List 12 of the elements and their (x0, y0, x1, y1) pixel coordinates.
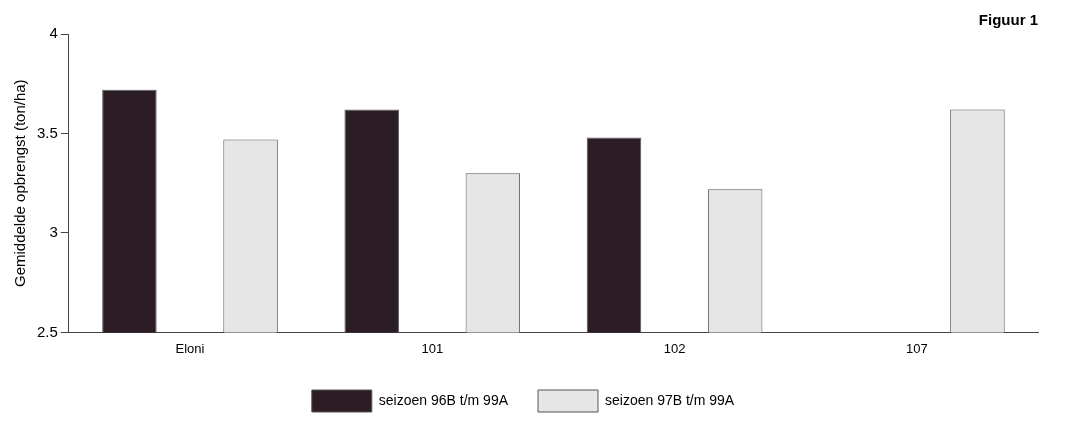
chart-title: Figuur 1 (978, 11, 1038, 29)
y-tick-label: 3.5 (36, 123, 58, 141)
y-tick-label: 4 (49, 24, 58, 42)
y-axis-title: Gemiddelde opbrengst (ton/ha) (11, 79, 29, 288)
y-tick-label: 3 (49, 223, 58, 241)
x-tick-label: 101 (421, 340, 444, 356)
x-tick-label: Eloni (175, 340, 205, 356)
legend-label: seizoen 97B t/m 99A (605, 391, 735, 408)
x-tick-label: 102 (663, 340, 686, 356)
x-tick-label: 107 (906, 340, 928, 356)
y-tick-label: 2.5 (36, 322, 58, 340)
legend-label: seizoen 96B t/m 99A (378, 391, 509, 408)
